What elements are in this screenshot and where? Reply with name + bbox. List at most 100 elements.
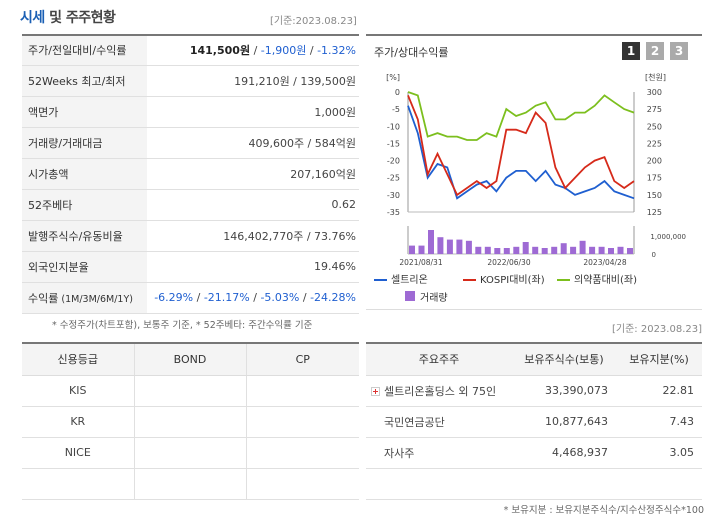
volume-bar bbox=[456, 239, 463, 254]
left-tick-label: -30 bbox=[387, 191, 400, 200]
holder-pct bbox=[616, 468, 702, 500]
right-tick-label: 150 bbox=[647, 191, 662, 200]
info-label: 액면가 bbox=[22, 96, 147, 128]
info-row-price: 주가/전일대비/수익률 141,500원 / -1,900원 / -1.32% bbox=[22, 35, 359, 66]
left-tick-label: -5 bbox=[392, 105, 400, 114]
series-line bbox=[407, 91, 635, 141]
volume-bar bbox=[589, 246, 596, 254]
credit-cp bbox=[246, 468, 359, 500]
right-axis-unit: [천원] bbox=[645, 72, 666, 82]
volume-bar bbox=[617, 246, 624, 254]
info-value: 141,500원 / -1,900원 / -1.32% bbox=[147, 35, 359, 66]
right-tick-label: 225 bbox=[647, 139, 662, 148]
info-footnote: * 수정주가(차트포함), 보통주 기준, * 52주베타: 주간수익률 기준 bbox=[52, 320, 313, 331]
returns-label: 수익률 bbox=[28, 291, 59, 305]
chart-panel: 주가/상대수익률 1 2 3 [%] [천원] 0 -5 -10 -15 -20 -25 -30… bbox=[366, 34, 702, 310]
volume-bar bbox=[418, 245, 425, 254]
volume-bar bbox=[484, 246, 491, 254]
left-axis-unit: [%] bbox=[386, 73, 400, 82]
info-row: 52주베타 0.62 bbox=[22, 189, 359, 221]
holder-shares bbox=[512, 468, 616, 500]
volume-bar bbox=[532, 246, 539, 254]
holder-pct: 22.81 bbox=[616, 375, 702, 407]
holders-header: 보유지분(%) bbox=[616, 343, 702, 376]
x-tick-label: 2022/06/30 bbox=[487, 258, 530, 267]
volume-zero-label: 0 bbox=[652, 251, 656, 259]
info-value: 207,160억원 bbox=[147, 158, 359, 190]
table-row: KIS bbox=[22, 375, 359, 407]
holders-header-row: 주요주주 보유주식수(보통) 보유지분(%) bbox=[366, 343, 702, 376]
table-row: 국민연금공단 10,877,643 7.43 bbox=[366, 406, 702, 438]
left-tick-label: -20 bbox=[387, 157, 400, 166]
series-line bbox=[407, 95, 635, 197]
return-3m: -21.17% bbox=[203, 291, 250, 304]
holders-header: 보유주식수(보통) bbox=[512, 343, 616, 376]
info-value: 409,600주 / 584억원 bbox=[147, 127, 359, 159]
price-info-table: 주가/전일대비/수익률 141,500원 / -1,900원 / -1.32% … bbox=[22, 34, 359, 314]
info-label: 수익률 (1M/3M/6M/1Y) bbox=[22, 282, 147, 314]
table-row: NICE bbox=[22, 437, 359, 469]
expand-plus-icon[interactable] bbox=[371, 387, 380, 396]
info-label: 시가총액 bbox=[22, 158, 147, 190]
volume-bar bbox=[579, 240, 586, 254]
volume-bar bbox=[503, 248, 510, 254]
reference-date: [기준:2023.08.23] bbox=[270, 16, 357, 27]
info-value: 146,402,770주 / 73.76% bbox=[147, 220, 359, 252]
return-6m: -5.03% bbox=[260, 291, 300, 304]
table-row bbox=[22, 468, 359, 500]
table-row: 자사주 4,468,937 3.05 bbox=[366, 437, 702, 469]
credit-bond bbox=[134, 437, 247, 469]
holder-shares: 33,390,073 bbox=[512, 375, 616, 407]
info-row: 발행주식수/유동비율 146,402,770주 / 73.76% bbox=[22, 220, 359, 252]
volume-bar bbox=[437, 237, 444, 254]
volume-bar bbox=[560, 243, 567, 254]
credit-cp bbox=[246, 406, 359, 438]
info-label: 발행주식수/유동비율 bbox=[22, 220, 147, 252]
right-tick-label: 250 bbox=[647, 122, 662, 131]
volume-bar bbox=[475, 246, 482, 254]
credit-rating-table: 신용등급 BOND CP KIS KR NICE bbox=[22, 342, 359, 500]
legend-label: 셀트리온 bbox=[391, 274, 428, 286]
volume-bar bbox=[428, 230, 434, 254]
chart-page-1-button[interactable]: 1 bbox=[622, 42, 640, 60]
credit-header: 신용등급 bbox=[22, 343, 135, 376]
right-tick-label: 125 bbox=[647, 208, 662, 217]
table-row bbox=[366, 468, 702, 500]
series-line bbox=[407, 105, 635, 200]
legend-label: 거래량 bbox=[420, 292, 448, 304]
info-label: 52주베타 bbox=[22, 189, 147, 221]
reference-date-mid: [기준: 2023.08.23] bbox=[612, 324, 703, 335]
credit-header-row: 신용등급 BOND CP bbox=[22, 343, 359, 376]
info-row-returns: 수익률 (1M/3M/6M/1Y) -6.29% / -21.17% / -5.… bbox=[22, 282, 359, 314]
holder-name: 자사주 bbox=[366, 437, 512, 469]
x-tick-label: 2021/08/31 bbox=[399, 258, 442, 267]
right-tick-label: 300 bbox=[647, 88, 662, 97]
info-row: 시가총액 207,160억원 bbox=[22, 158, 359, 190]
chart-page-2-button[interactable]: 2 bbox=[646, 42, 664, 60]
info-label: 외국인지분율 bbox=[22, 251, 147, 283]
table-row[interactable]: 셀트리온홀딩스 외 75인 33,390,073 22.81 bbox=[366, 375, 702, 407]
credit-agency: KIS bbox=[22, 375, 135, 407]
left-tick-label: -25 bbox=[387, 174, 400, 183]
credit-cp bbox=[246, 375, 359, 407]
holder-name[interactable]: 셀트리온홀딩스 외 75인 bbox=[366, 375, 512, 407]
credit-cp bbox=[246, 437, 359, 469]
info-value: 1,000원 bbox=[147, 96, 359, 128]
left-tick-label: -15 bbox=[387, 139, 400, 148]
volume-bar bbox=[627, 248, 633, 254]
volume-bar bbox=[522, 242, 529, 254]
credit-header: CP bbox=[246, 343, 359, 376]
holder-name-text: 셀트리온홀딩스 외 75인 bbox=[384, 384, 497, 398]
current-price: 141,500원 bbox=[189, 44, 251, 58]
returns-label-sub: (1M/3M/6M/1Y) bbox=[58, 293, 133, 305]
price-rate: -1.32% bbox=[317, 44, 356, 58]
right-tick-label: 175 bbox=[647, 174, 662, 183]
volume-bar bbox=[409, 245, 415, 254]
volume-bar bbox=[513, 246, 520, 254]
relative-return-chart: [%] [천원] 0 -5 -10 -15 -20 -25 -30 -35 300 275 250 225… bbox=[374, 72, 686, 304]
return-1m: -6.29% bbox=[154, 291, 194, 304]
legend-label: KOSPI대비(좌) bbox=[480, 274, 545, 286]
holder-shares: 4,468,937 bbox=[512, 437, 616, 469]
chart-page-3-button[interactable]: 3 bbox=[670, 42, 688, 60]
left-tick-label: -35 bbox=[387, 208, 400, 217]
